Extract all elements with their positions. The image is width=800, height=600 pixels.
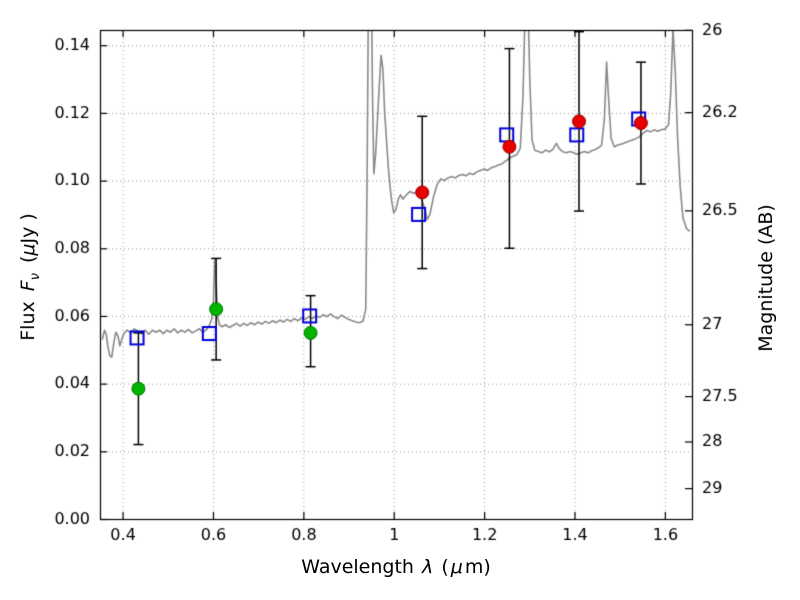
x-axis-title-word: Wavelength [301, 556, 414, 578]
y-axis-title-right: Magnitude (AB) [755, 204, 777, 352]
y-axis-unit-close: Jy ) [17, 213, 40, 244]
mu-jy-symbol: μ [17, 243, 40, 256]
flux-symbol: F [17, 280, 40, 292]
x-axis-unit-close: m) [464, 556, 491, 578]
lambda-symbol: λ [422, 556, 434, 578]
x-axis-unit-open: ( [441, 556, 449, 578]
magnitude-axis-label: Magnitude (AB) [755, 204, 777, 352]
y-axis-title-left: Flux Fν (μJy ) [17, 213, 43, 341]
x-axis-title: Wavelength λ (μ m) [100, 556, 692, 578]
mu-symbol: μ [450, 556, 463, 578]
nu-subscript: ν [27, 273, 43, 281]
y-axis-title-word: Flux [17, 301, 40, 341]
y-axis-unit-open: ( [17, 255, 40, 264]
